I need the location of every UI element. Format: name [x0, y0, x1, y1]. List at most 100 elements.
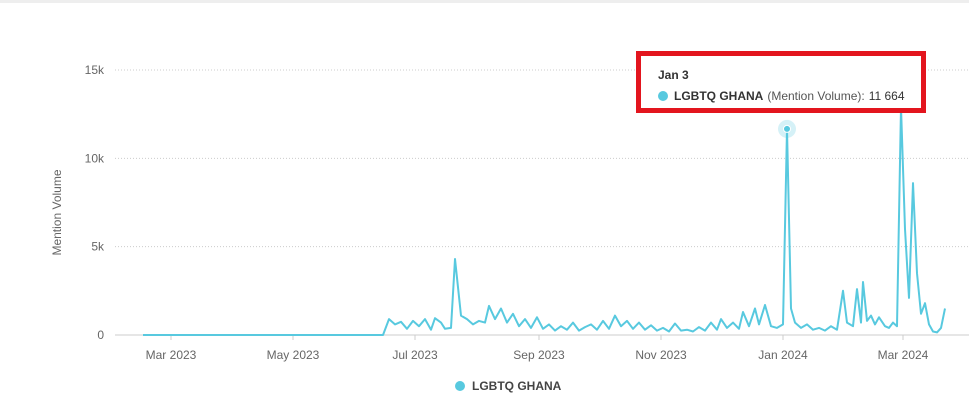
data-point[interactable]: [846, 322, 848, 324]
data-point[interactable]: [444, 328, 446, 330]
data-point[interactable]: [674, 323, 676, 325]
data-point[interactable]: [412, 320, 414, 322]
data-point[interactable]: [888, 327, 890, 329]
data-point[interactable]: [590, 323, 592, 325]
data-point[interactable]: [650, 324, 652, 326]
data-point[interactable]: [382, 334, 384, 336]
data-point[interactable]: [716, 329, 718, 331]
data-point[interactable]: [764, 304, 766, 306]
data-point[interactable]: [566, 329, 568, 331]
data-point[interactable]: [524, 318, 526, 320]
data-point[interactable]: [626, 320, 628, 322]
data-point[interactable]: [406, 328, 408, 330]
data-point[interactable]: [742, 311, 744, 313]
data-point[interactable]: [602, 320, 604, 322]
data-point[interactable]: [818, 327, 820, 329]
data-point[interactable]: [680, 330, 682, 332]
data-point[interactable]: [530, 327, 532, 329]
data-point[interactable]: [518, 325, 520, 327]
data-point[interactable]: [800, 327, 802, 329]
data-point[interactable]: [542, 328, 544, 330]
data-point[interactable]: [920, 313, 922, 315]
data-point[interactable]: [472, 323, 474, 325]
data-point[interactable]: [484, 322, 486, 324]
data-point[interactable]: [478, 320, 480, 322]
data-point[interactable]: [866, 320, 868, 322]
data-point[interactable]: [692, 331, 694, 333]
data-point[interactable]: [488, 305, 490, 307]
data-point[interactable]: [720, 318, 722, 320]
data-point[interactable]: [578, 330, 580, 332]
data-point[interactable]: [506, 322, 508, 324]
data-point[interactable]: [450, 327, 452, 329]
data-point[interactable]: [884, 325, 886, 327]
data-point[interactable]: [732, 322, 734, 324]
data-point[interactable]: [620, 325, 622, 327]
data-point[interactable]: [892, 322, 894, 324]
data-point[interactable]: [836, 329, 838, 331]
data-point[interactable]: [500, 308, 502, 310]
data-point[interactable]: [824, 330, 826, 332]
data-point[interactable]: [512, 313, 514, 315]
data-point[interactable]: [874, 323, 876, 325]
data-point[interactable]: [936, 331, 938, 333]
data-point[interactable]: [738, 328, 740, 330]
data-point[interactable]: [644, 329, 646, 331]
data-point[interactable]: [454, 258, 456, 260]
data-point[interactable]: [924, 302, 926, 304]
data-point[interactable]: [536, 316, 538, 318]
data-point[interactable]: [668, 331, 670, 333]
data-point[interactable]: [388, 318, 390, 320]
data-point[interactable]: [842, 290, 844, 292]
data-point[interactable]: [608, 328, 610, 330]
data-point[interactable]: [704, 330, 706, 332]
data-point[interactable]: [812, 329, 814, 331]
data-point[interactable]: [632, 328, 634, 330]
data-point[interactable]: [466, 318, 468, 320]
data-point[interactable]: [710, 322, 712, 324]
data-point[interactable]: [726, 327, 728, 329]
data-point[interactable]: [698, 326, 700, 328]
data-point[interactable]: [758, 323, 760, 325]
data-point[interactable]: [870, 315, 872, 317]
data-point[interactable]: [878, 316, 880, 318]
data-point[interactable]: [940, 327, 942, 329]
data-point[interactable]: [434, 317, 436, 319]
data-point[interactable]: [862, 281, 864, 283]
data-point[interactable]: [852, 325, 854, 327]
data-point[interactable]: [794, 322, 796, 324]
data-point[interactable]: [662, 327, 664, 329]
data-point[interactable]: [754, 308, 756, 310]
data-point[interactable]: [916, 272, 918, 274]
data-point[interactable]: [440, 322, 442, 324]
data-point[interactable]: [860, 322, 862, 324]
data-point[interactable]: [904, 228, 906, 230]
data-point[interactable]: [928, 323, 930, 325]
data-point[interactable]: [142, 334, 144, 336]
data-point[interactable]: [584, 326, 586, 328]
data-point[interactable]: [782, 323, 784, 325]
data-point[interactable]: [944, 308, 946, 310]
data-point[interactable]: [856, 288, 858, 290]
data-point[interactable]: [614, 315, 616, 317]
data-point[interactable]: [548, 323, 550, 325]
data-point[interactable]: [418, 325, 420, 327]
data-point[interactable]: [560, 325, 562, 327]
data-point[interactable]: [460, 315, 462, 317]
highlight-point[interactable]: [783, 124, 791, 133]
data-point[interactable]: [912, 182, 914, 184]
data-point[interactable]: [424, 318, 426, 320]
legend-item[interactable]: LGBTQ GHANA: [455, 379, 561, 393]
data-point[interactable]: [790, 308, 792, 310]
data-point[interactable]: [656, 330, 658, 332]
data-point[interactable]: [830, 325, 832, 327]
data-point[interactable]: [686, 329, 688, 331]
data-point[interactable]: [806, 323, 808, 325]
data-point[interactable]: [748, 325, 750, 327]
data-point[interactable]: [494, 318, 496, 320]
data-point[interactable]: [896, 325, 898, 327]
data-point[interactable]: [932, 331, 934, 333]
data-point[interactable]: [908, 297, 910, 299]
data-point[interactable]: [394, 323, 396, 325]
data-point[interactable]: [572, 322, 574, 324]
